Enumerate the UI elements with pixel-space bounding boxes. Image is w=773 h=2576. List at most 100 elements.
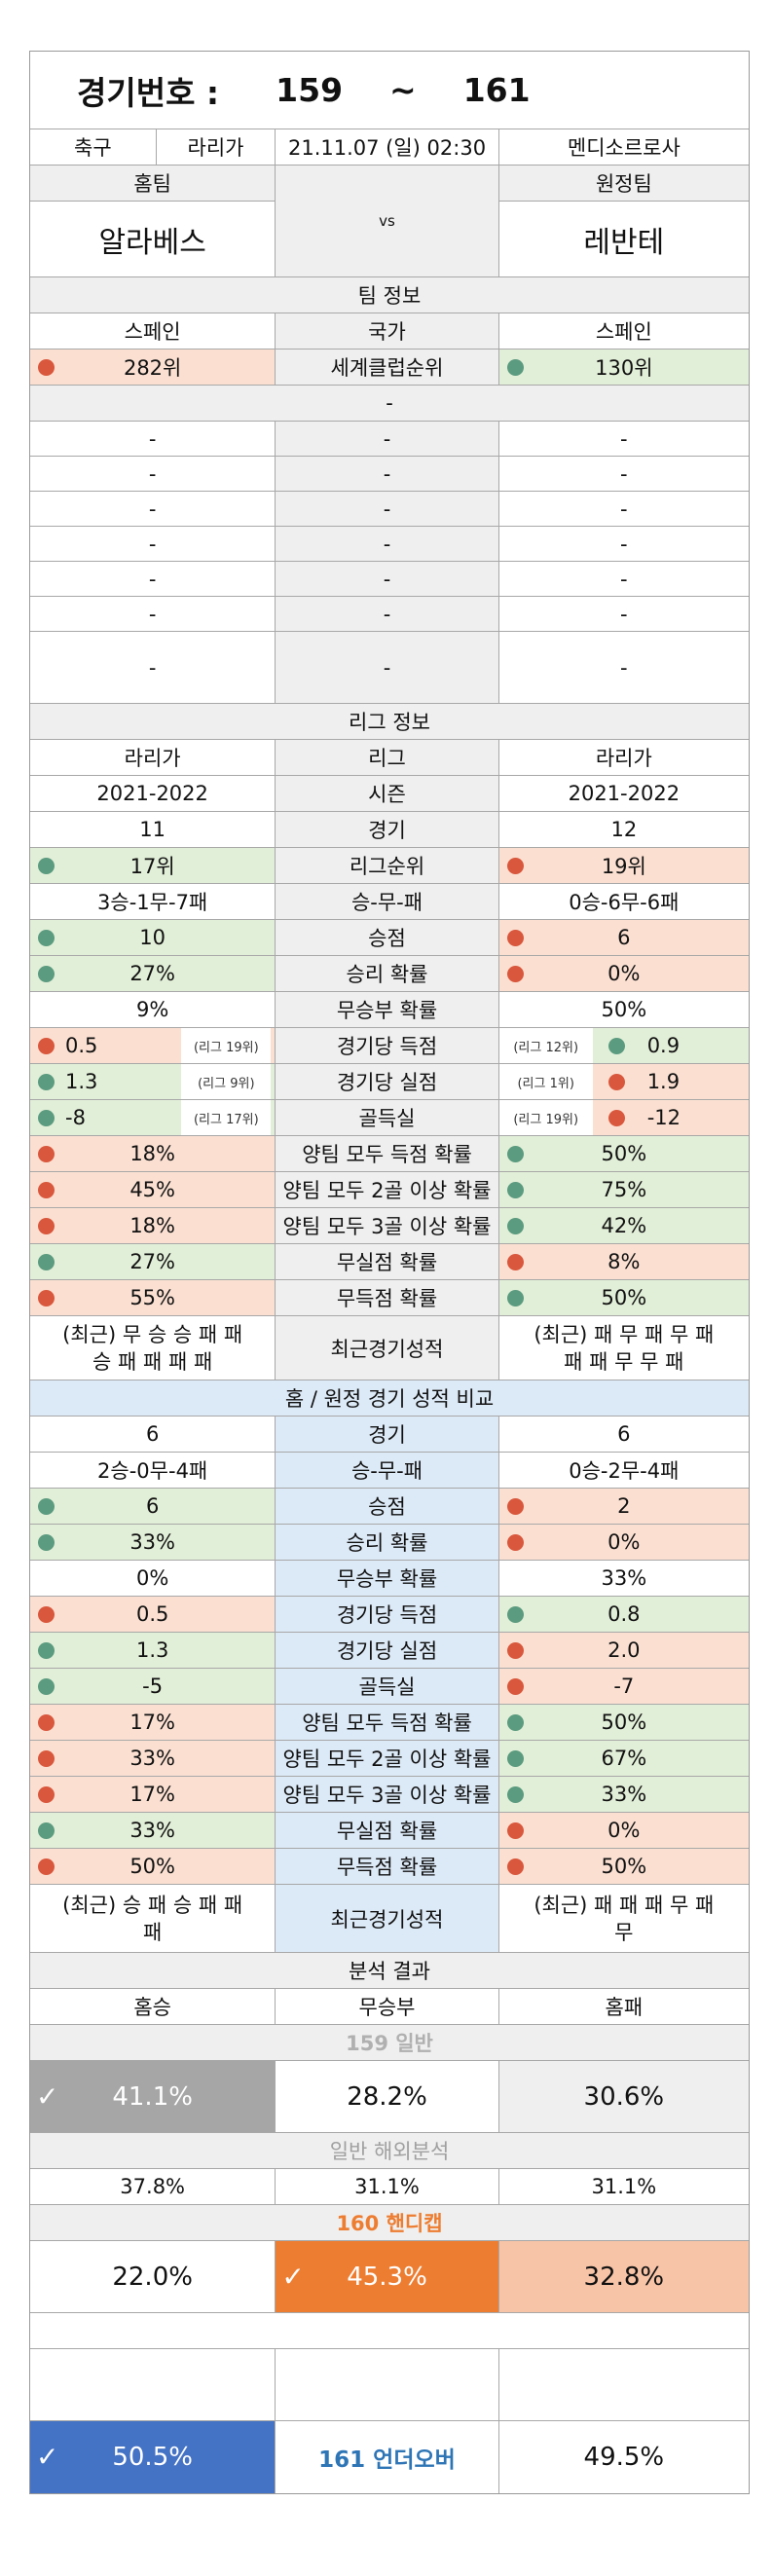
red-dot-icon (506, 1858, 524, 1875)
green-dot-icon (38, 1677, 55, 1695)
overseas-away: 31.1% (591, 2175, 657, 2198)
no-score-row: 50% 무득점 확률 50% (30, 1849, 749, 1885)
match-analysis-sheet: 경기번호 : 159 ~ 161 축구 라리가 21.11.07 (일) 02:… (29, 51, 750, 2494)
btts2-row: 33% 양팀 모두 2골 이상 확률 67% (30, 1741, 749, 1777)
win-rate-row: 27% 승리 확률 0% (30, 956, 749, 992)
handicap-home: 22.0% (30, 2241, 276, 2312)
btts-row: 18% 양팀 모두 득점 확률 50% (30, 1136, 749, 1172)
match-number-tilde: ~ (389, 71, 417, 109)
rank-up-icon (506, 358, 524, 376)
match-meta-row: 축구 라리가 21.11.07 (일) 02:30 멘디소르로사 (30, 129, 749, 166)
green-dot-icon (38, 1533, 55, 1551)
match-number-row: 경기번호 : 159 ~ 161 (30, 52, 749, 129)
match-datetime: 21.11.07 (일) 02:30 (276, 129, 499, 165)
vs-label: vs (276, 166, 499, 276)
win-rate-row: 33% 승리 확률 0% (30, 1525, 749, 1561)
green-dot-icon (506, 1289, 524, 1306)
green-dot-icon (506, 1145, 524, 1162)
red-dot-icon (38, 1181, 55, 1198)
match-number-from: 159 (276, 71, 344, 109)
green-dot-icon (506, 1217, 524, 1234)
no-score-row: 55% 무득점 확률 50% (30, 1280, 749, 1316)
overseas-home: 37.8% (30, 2169, 276, 2204)
general-draw: 28.2% (276, 2061, 499, 2132)
general-result-row: ✓ 41.1% 28.2% 30.6% (30, 2061, 749, 2133)
red-dot-icon (38, 1289, 55, 1306)
team-info-empty-row: --- (30, 562, 749, 597)
check-icon: ✓ (36, 2079, 59, 2113)
handicap-draw: 45.3% (347, 2262, 427, 2292)
red-dot-icon (506, 965, 524, 982)
red-dot-icon (38, 1713, 55, 1731)
draw-rate-row: 9% 무승부 확률 50% (30, 992, 749, 1028)
red-dot-icon (38, 1145, 55, 1162)
over-value: 49.5% (583, 2443, 665, 2472)
sport: 축구 (30, 129, 157, 165)
league-info-title: 리그 정보 (30, 704, 749, 740)
match-number-label: 경기번호 : (77, 73, 220, 112)
games-row: 11 경기 12 (30, 812, 749, 848)
points-row: 6 승점 2 (30, 1489, 749, 1525)
red-dot-icon (506, 1253, 524, 1270)
games-row: 6 경기 6 (30, 1417, 749, 1453)
green-dot-icon (38, 1497, 55, 1515)
homeaway-title: 홈 / 원정 경기 성적 비교 (30, 1380, 749, 1417)
green-dot-icon (506, 1181, 524, 1198)
btts3-row: 17% 양팀 모두 3골 이상 확률 33% (30, 1777, 749, 1813)
btts3-row: 18% 양팀 모두 3골 이상 확률 42% (30, 1208, 749, 1244)
green-dot-icon (38, 965, 55, 982)
green-dot-icon (506, 1785, 524, 1803)
team-info-empty-row: --- (30, 457, 749, 492)
draw-rate-row: 0% 무승부 확률 33% (30, 1561, 749, 1597)
red-dot-icon (38, 1605, 55, 1623)
season-row: 2021-2022 시즌 2021-2022 (30, 776, 749, 812)
league-row: 라리가 리그 라리가 (30, 740, 749, 776)
btts2-row: 45% 양팀 모두 2골 이상 확률 75% (30, 1172, 749, 1208)
record-row: 3승-1무-7패 승-무-패 0승-6무-6패 (30, 884, 749, 920)
goals-against-row: 1.3 경기당 실점 2.0 (30, 1633, 749, 1669)
handicap-away: 32.8% (498, 2241, 749, 2312)
red-dot-icon (38, 1858, 55, 1875)
team-info-empty-row: --- (30, 492, 749, 527)
green-dot-icon (38, 1822, 55, 1839)
red-dot-icon (506, 929, 524, 946)
team-info-empty-row: --- (30, 597, 749, 632)
red-dot-icon (506, 1822, 524, 1839)
green-dot-icon (38, 1073, 55, 1090)
team-info-empty-row: --- (30, 422, 749, 457)
team-info-empty-row: --- (30, 632, 749, 704)
points-row: 10 승점 6 (30, 920, 749, 956)
green-dot-icon (38, 857, 55, 874)
rank-row: 17위 리그순위 19위 (30, 848, 749, 884)
spacer-row-2 (30, 2349, 749, 2421)
home-team-name: 알라베스 (98, 225, 206, 260)
match-number-to: 161 (462, 71, 531, 109)
red-dot-icon (38, 1785, 55, 1803)
under-value: 50.5% (112, 2443, 193, 2472)
green-dot-icon (38, 1641, 55, 1659)
green-dot-icon (506, 1749, 524, 1767)
teams-block: 홈팀 알라베스 vs 원정팀 레반테 (30, 166, 749, 276)
handicap-result-row: 22.0% ✓ 45.3% 32.8% (30, 2241, 749, 2313)
homeaway-rows: 6 경기 6 2승-0무-4패 승-무-패 0승-2무-4패 6 승점 2 33% 승리 확률 0% 0… (30, 1417, 749, 1953)
team-info-title: 팀 정보 (30, 277, 749, 313)
away-team-label: 원정팀 (498, 166, 749, 202)
red-dot-icon (38, 1749, 55, 1767)
underover-label: 161 언더오버 (276, 2421, 499, 2493)
world-rank-row: 282위 세계클럽순위 130위 (30, 350, 749, 386)
overseas-title: 일반 해외분석 (30, 2133, 749, 2169)
btts-row: 17% 양팀 모두 득점 확률 50% (30, 1705, 749, 1741)
home-team-label: 홈팀 (30, 166, 276, 202)
goals-against-row: 1.3 (리그 9위) 경기당 실점 (리그 1위) 1.9 (30, 1064, 749, 1100)
green-dot-icon (506, 1605, 524, 1623)
red-dot-icon (38, 1217, 55, 1234)
team-info-empty-row: --- (30, 527, 749, 562)
clean-sheet-row: 27% 무실점 확률 8% (30, 1244, 749, 1280)
rank-down-icon (38, 358, 55, 376)
away-team-name: 레반테 (583, 225, 665, 260)
green-dot-icon (38, 929, 55, 946)
overseas-result-row: 37.8% 31.1% 31.1% (30, 2169, 749, 2205)
overseas-draw: 31.1% (276, 2169, 499, 2204)
analysis-title: 분석 결과 (30, 1953, 749, 1989)
